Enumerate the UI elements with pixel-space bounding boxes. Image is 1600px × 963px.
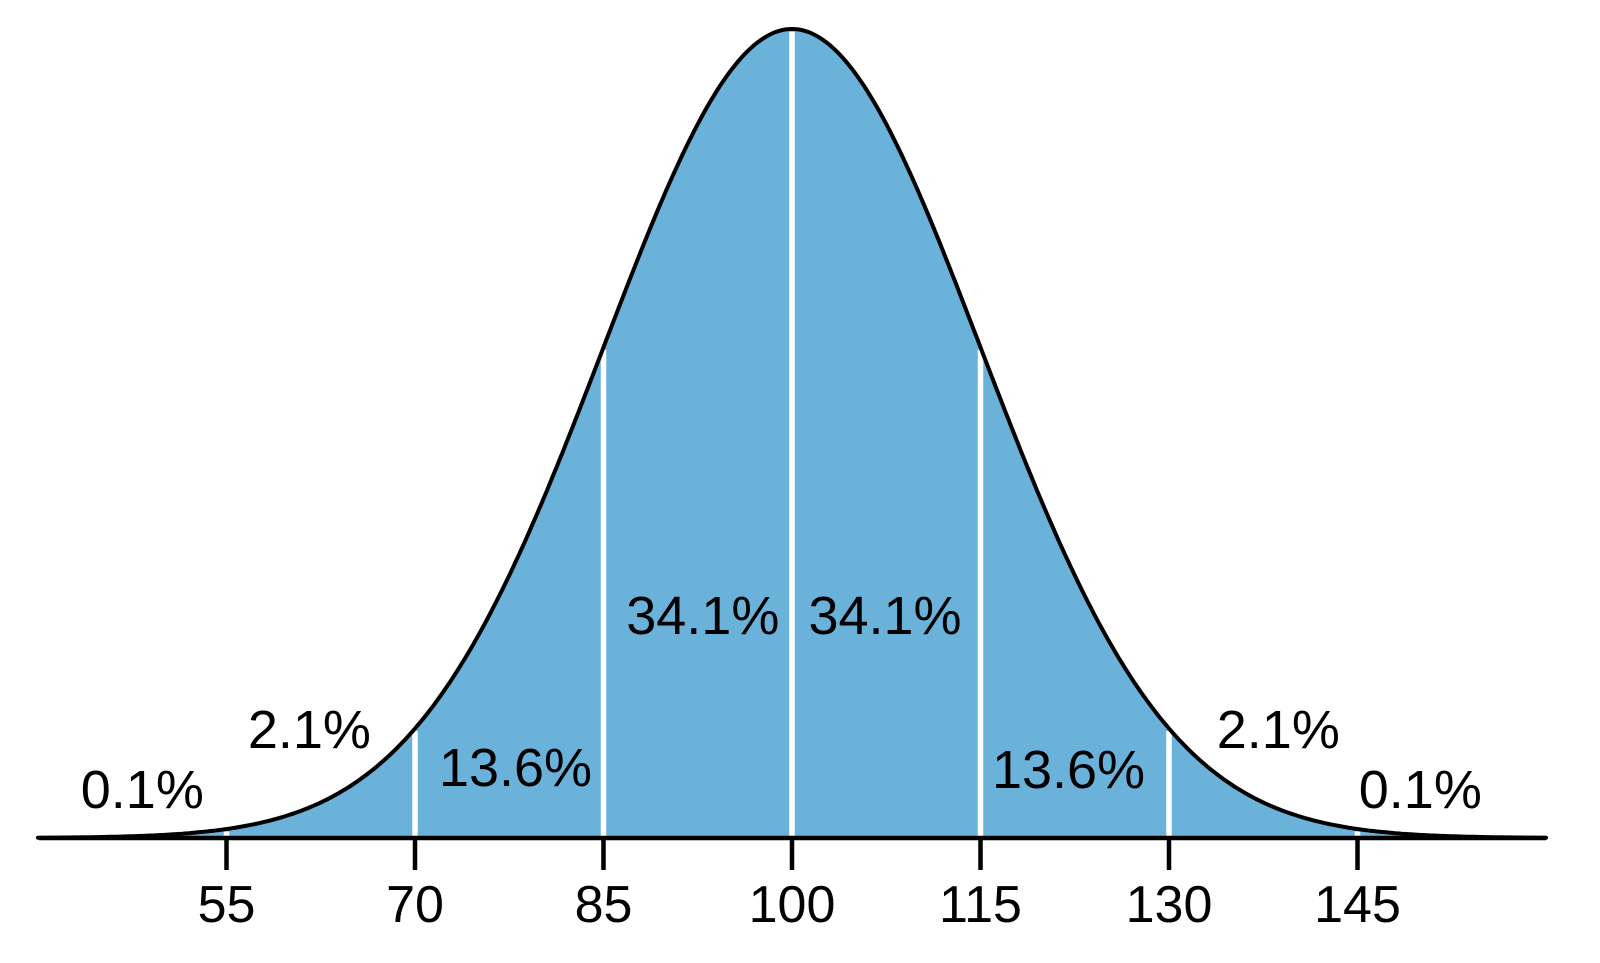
curve-outline (36, 27, 1548, 840)
